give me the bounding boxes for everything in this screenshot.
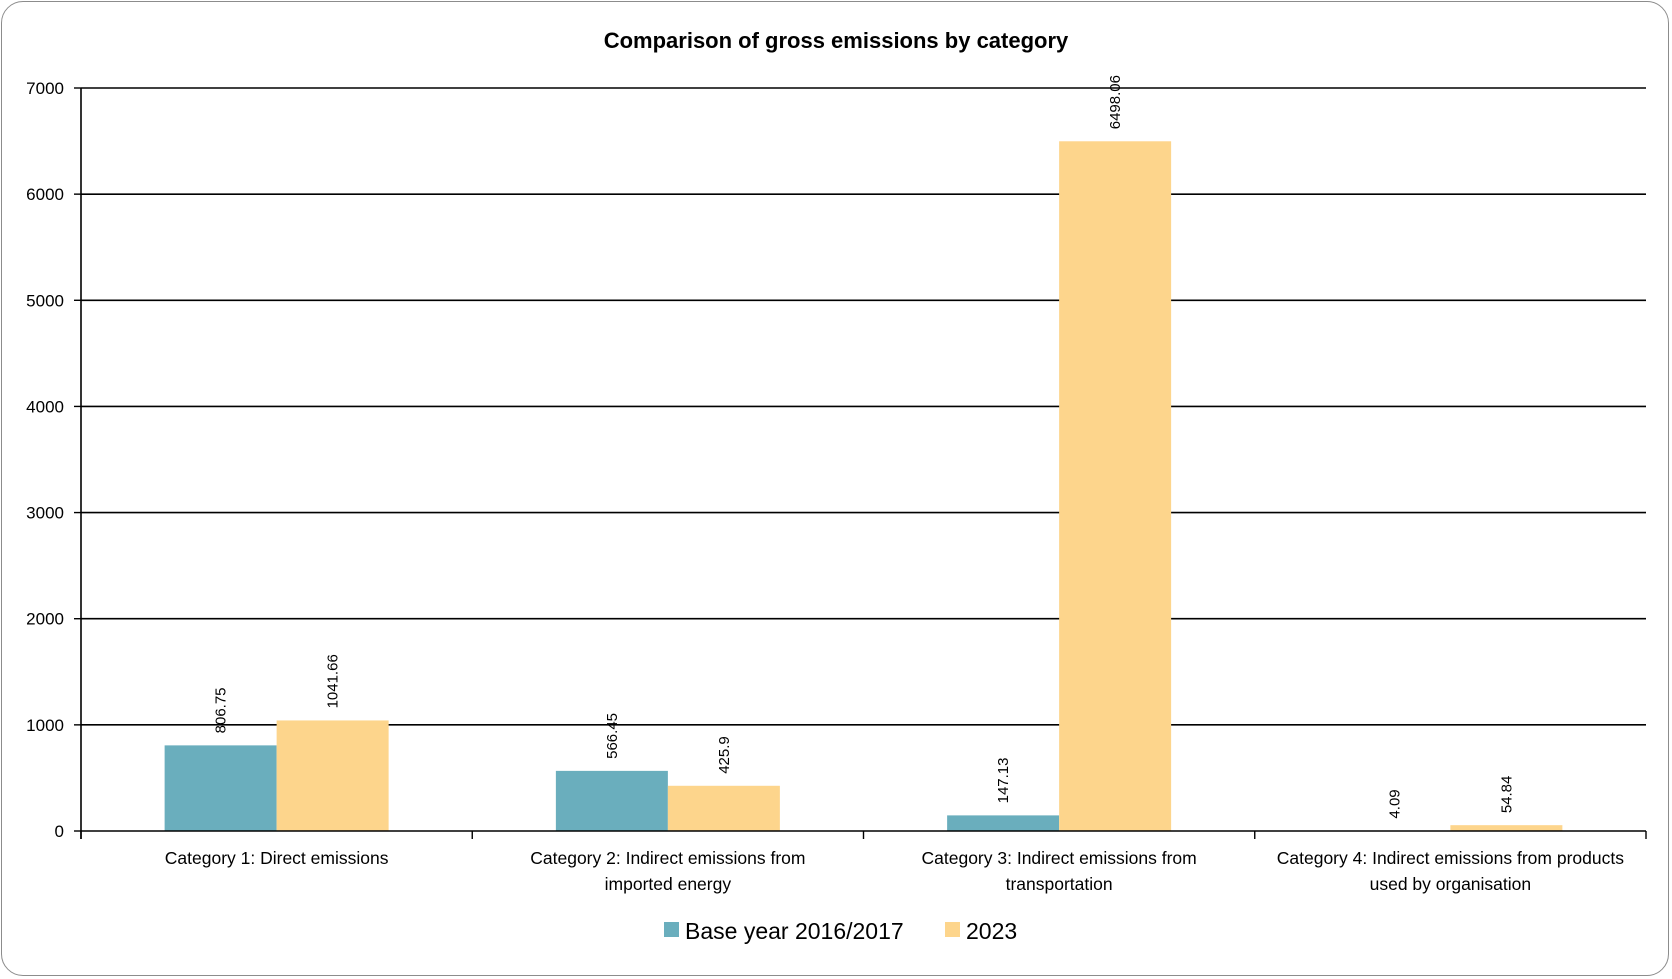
y-tick-label: 2000 (26, 610, 64, 629)
x-category-label: used by organisation (1370, 874, 1532, 894)
y-tick-label: 4000 (26, 397, 64, 416)
data-labels: 806.75 566.45 147.13 4.09 1041.66 425.9 6498.0… (213, 75, 1516, 819)
legend: Base year 2016/2017 2023 (664, 918, 1017, 944)
bar (276, 720, 389, 831)
legend-label: 2023 (966, 918, 1017, 944)
y-tick-label: 5000 (26, 291, 64, 310)
bar (555, 770, 668, 831)
chart-title: Comparison of gross emissions by categor… (604, 28, 1069, 53)
y-tick-label: 1000 (26, 716, 64, 735)
bar (667, 785, 780, 831)
x-category-label: imported energy (605, 874, 732, 894)
data-label: 147.13 (995, 757, 1012, 803)
axes: 0 1000 2000 3000 4000 5000 6000 7000 Category 1:… (26, 79, 1647, 894)
data-label: 425.9 (716, 736, 733, 774)
legend-swatch (664, 922, 679, 937)
x-category-label: Category 4: Indirect emissions from prod… (1277, 848, 1624, 868)
y-tick-label: 3000 (26, 504, 64, 523)
data-label: 54.84 (1498, 776, 1515, 814)
bar (1059, 141, 1172, 831)
legend-label: Base year 2016/2017 (685, 918, 904, 944)
gridlines (81, 87, 1646, 726)
bar (164, 745, 277, 831)
x-category-label: transportation (1006, 874, 1113, 894)
x-category-label: Category 1: Direct emissions (165, 848, 389, 868)
x-category-label: Category 3: Indirect emissions from (922, 848, 1197, 868)
data-label: 1041.66 (325, 654, 342, 708)
y-tick-label: 6000 (26, 185, 64, 204)
bars (164, 141, 1563, 831)
data-label: 4.09 (1386, 789, 1403, 818)
data-label: 806.75 (213, 687, 230, 733)
legend-swatch (945, 922, 960, 937)
y-tick-label: 0 (55, 822, 64, 841)
x-category-label: Category 2: Indirect emissions from (530, 848, 805, 868)
bar (1450, 825, 1563, 831)
bar (947, 815, 1060, 831)
y-tick-label: 7000 (26, 79, 64, 98)
data-label: 566.45 (604, 713, 621, 759)
data-label: 6498.06 (1107, 75, 1124, 129)
